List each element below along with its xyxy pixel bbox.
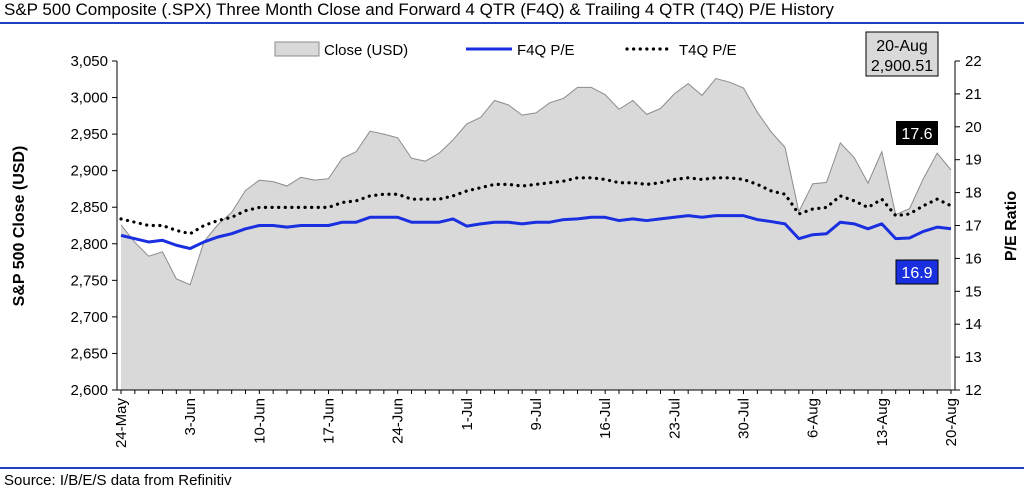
y2-tick-label: 13 [965, 349, 982, 366]
x-tick-label: 3-Jun [182, 398, 199, 436]
y2-tick-label: 14 [965, 316, 982, 333]
x-tick-label: 24-May [113, 398, 130, 449]
y-tick-label: 2,650 [70, 345, 108, 362]
y2-axis-title: P/E Ratio [1003, 191, 1020, 261]
source-note: Source: I/B/E/S data from Refinitiv [4, 472, 232, 489]
f4q-callout-box [895, 259, 939, 285]
y2-tick-label: 18 [965, 185, 982, 202]
x-tick-label: 9-Jul [528, 398, 545, 431]
t4q-callout-value: 17.6 [901, 126, 932, 143]
close-callout-date: 20-Aug [876, 38, 928, 55]
f4q-value-callout: 16.9 [895, 259, 939, 285]
close-area [121, 78, 951, 391]
t4q-pe-line [119, 176, 953, 236]
x-tick-label: 24-Jun [390, 398, 407, 444]
t4q-callout-box [896, 121, 938, 145]
close-value-callout: 20-Aug 2,900.51 [865, 31, 939, 77]
footer-rule [0, 467, 1024, 469]
y-tick-label: 2,750 [70, 272, 108, 289]
chart-area: 2,600 2,650 2,700 2,750 2,800 2,850 2,900 2,950… [11, 31, 1020, 449]
y-tick-label: 2,850 [70, 199, 108, 216]
y2-tick-label: 12 [965, 382, 982, 399]
x-tick-label: 30-Jul [736, 398, 753, 439]
y2-tick-label: 17 [965, 218, 982, 235]
y-tick-label: 2,700 [70, 309, 108, 326]
legend-t4q-label: T4Q P/E [679, 42, 737, 59]
y2-tick-label: 20 [965, 119, 982, 136]
x-tick-label: 6-Aug [805, 398, 822, 438]
x-tick-label: 20-Aug [943, 398, 960, 446]
legend-f4q-label: F4Q P/E [517, 42, 575, 59]
y-tick-label: 2,800 [70, 236, 108, 253]
chart-title: S&P 500 Composite (.SPX) Three Month Clo… [4, 0, 834, 19]
x-tick-label: 16-Jul [597, 398, 614, 439]
legend-close-label: Close (USD) [324, 42, 408, 59]
t4q-value-callout: 17.6 [896, 121, 938, 145]
x-tick-label: 10-Jun [251, 398, 268, 444]
y-axis-title: S&P 500 Close (USD) [11, 146, 28, 307]
y-tick-label: 2,600 [70, 382, 108, 399]
y2-tick-label: 16 [965, 250, 982, 267]
y-tick-label: 2,900 [70, 163, 108, 180]
f4q-callout-value: 16.9 [901, 265, 932, 282]
legend-close-swatch [274, 41, 320, 57]
x-tick-label: 17-Jun [321, 398, 338, 444]
legend: Close (USD) F4Q P/E T4Q P/E [274, 41, 737, 59]
close-callout-box [865, 31, 939, 77]
y-tick-label: 2,950 [70, 126, 108, 143]
y-tick-label: 3,000 [70, 90, 108, 107]
x-tick-label: 13-Aug [874, 398, 891, 446]
close-callout-value: 2,900.51 [871, 58, 933, 75]
y2-tick-label: 15 [965, 283, 982, 300]
x-tick-label: 1-Jul [459, 398, 476, 431]
title-rule [0, 22, 1024, 24]
y2-tick-label: 21 [965, 86, 982, 103]
y2-tick-label: 19 [965, 152, 982, 169]
y-tick-label: 3,050 [70, 53, 108, 70]
close-area-outline [120, 77, 952, 286]
f4q-pe-line [120, 214, 952, 251]
x-tick-label: 23-Jul [666, 398, 683, 439]
y2-tick-label: 22 [965, 53, 982, 70]
